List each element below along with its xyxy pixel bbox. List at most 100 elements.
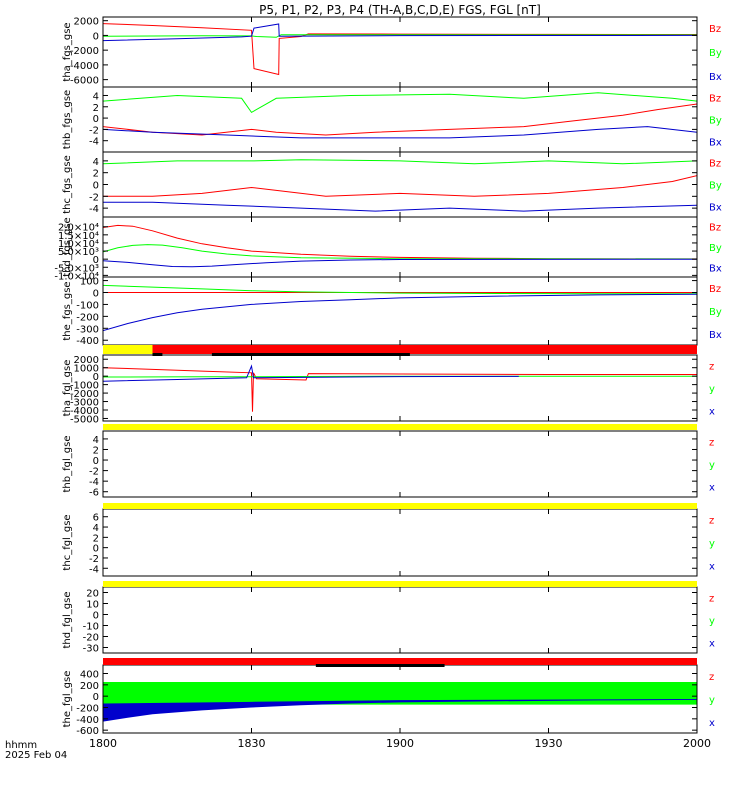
- y-tick-label: 4: [93, 91, 99, 102]
- y-tick-label: -200: [76, 704, 99, 715]
- series-Bz: [103, 23, 697, 76]
- y-axis-label: the_fgl_gse: [62, 671, 73, 728]
- status-segment: [103, 581, 697, 587]
- y-tick-label: 2: [93, 445, 99, 456]
- y-tick-label: -6000: [70, 76, 99, 87]
- y-tick-label: 100: [80, 277, 99, 288]
- series-By: [103, 92, 697, 114]
- y-tick-label: 1000: [74, 364, 99, 375]
- y-tick-label: 2000: [74, 355, 99, 366]
- x-axis: 1800 1830 1900 1930 2000: [89, 737, 711, 750]
- series-Bx: [103, 258, 697, 268]
- status-segment: [103, 658, 697, 665]
- y-tick-label: 0: [93, 289, 99, 300]
- y-tick-label: -3000: [70, 398, 99, 409]
- y-axis-label: thd_fgs_gse: [62, 217, 73, 276]
- status-bar: [103, 424, 697, 430]
- legend-Bx: Bx: [709, 72, 722, 83]
- y-tick-label: -4: [89, 137, 99, 148]
- status-segment: [103, 503, 697, 509]
- y-tick-label: -1.0×10⁴: [54, 271, 99, 282]
- series-y: [103, 682, 697, 705]
- y-tick-label: -2: [89, 125, 99, 136]
- y-tick-label: 0: [93, 114, 99, 125]
- legend-Bx: Bx: [709, 203, 722, 214]
- y-axis-label: the_fgs_gse: [62, 281, 73, 340]
- y-axis-label: thd_fgl_gse: [62, 592, 73, 649]
- y-tick-label: 0: [93, 456, 99, 467]
- x-tick-label: 1800: [89, 737, 117, 750]
- panel-tha_fgl_gse: 200010000-1000-2000-3000-4000-5000tha_fg…: [62, 354, 715, 425]
- y-tick-label: 0: [93, 181, 99, 192]
- legend-y: y: [709, 384, 715, 395]
- y-tick-label: 0: [93, 31, 99, 42]
- series-Bz: [103, 103, 697, 136]
- series-By: [103, 244, 697, 260]
- y-tick-label: -4000: [70, 406, 99, 417]
- legend-Bx: Bx: [709, 263, 722, 274]
- legend-Bx: Bx: [709, 138, 722, 149]
- y-axis-label: tha_fgs_gse: [62, 22, 73, 81]
- legend-x: x: [709, 482, 715, 493]
- y-axis-label: tha_fgl_gse: [62, 360, 73, 417]
- legend-By: By: [709, 181, 722, 192]
- y-tick-label: -5.0×10³: [54, 263, 99, 274]
- date-label: 2025 Feb 04: [5, 750, 67, 761]
- series-Bx: [103, 201, 697, 212]
- panel-frame: [102, 86, 698, 153]
- y-tick-label: -600: [76, 726, 99, 737]
- y-tick-label: -2000: [70, 389, 99, 400]
- series-x: [103, 699, 697, 722]
- y-tick-label: 0: [93, 372, 99, 383]
- y-tick-label: 200: [80, 681, 99, 692]
- legend-y: y: [709, 539, 715, 550]
- panel-frame: [102, 508, 698, 577]
- y-tick-label: -1000: [70, 381, 99, 392]
- status-bar: [103, 503, 697, 509]
- x-tick-label: 1830: [238, 737, 266, 750]
- legend-Bz: Bz: [709, 24, 721, 35]
- series-Bz: [103, 224, 697, 260]
- panel-frame: [102, 430, 698, 498]
- panel-frame: [102, 151, 698, 218]
- panel-frame: [102, 354, 698, 422]
- legend-Bz: Bz: [709, 93, 721, 104]
- y-tick-label: -20: [83, 633, 99, 644]
- y-tick-label: 10: [86, 600, 99, 611]
- y-tick-label: 5.0×10³: [58, 247, 99, 258]
- y-tick-label: -2: [89, 554, 99, 565]
- panel-thb_fgs_gse: 420-2-4 thb_fgs_gse Bz By Bx: [62, 86, 722, 153]
- y-tick-label: 0: [93, 544, 99, 555]
- legend-By: By: [709, 307, 722, 318]
- y-tick-label: 4: [93, 523, 99, 534]
- y-tick-label: -5000: [70, 414, 99, 425]
- legend-z: z: [709, 438, 714, 449]
- panel-thc_fgs_gse: 420-2-4 thc_fgs_gse Bz By Bx: [62, 151, 722, 218]
- legend-y: y: [709, 695, 715, 706]
- legend-z: z: [709, 672, 714, 683]
- series-Bx: [103, 126, 697, 139]
- legend-Bz: Bz: [709, 223, 721, 234]
- panel-thb_fgl_gse: 420-2-4-6 thb_fgl_gse zyx: [62, 430, 715, 499]
- legend-x: x: [709, 718, 715, 729]
- y-tick-label: -2000: [70, 46, 99, 57]
- y-tick-label: 4: [93, 435, 99, 446]
- y-axis-label: thb_fgl_gse: [62, 436, 73, 493]
- series-By: [103, 34, 697, 38]
- x-tick-label: 1930: [535, 737, 563, 750]
- series-z: [103, 367, 697, 412]
- y-tick-label: 20: [86, 589, 99, 600]
- y-tick-label: 6: [93, 513, 99, 524]
- y-tick-label: -30: [83, 644, 99, 655]
- series-By: [103, 284, 697, 295]
- y-axis-label: thc_fgs_gse: [62, 155, 73, 214]
- x-axis-label: hhmm: [5, 740, 37, 751]
- y-tick-label: -4000: [70, 61, 99, 72]
- status-line: [211, 353, 410, 356]
- y-tick-label: 2: [93, 533, 99, 544]
- status-bars: [103, 345, 697, 667]
